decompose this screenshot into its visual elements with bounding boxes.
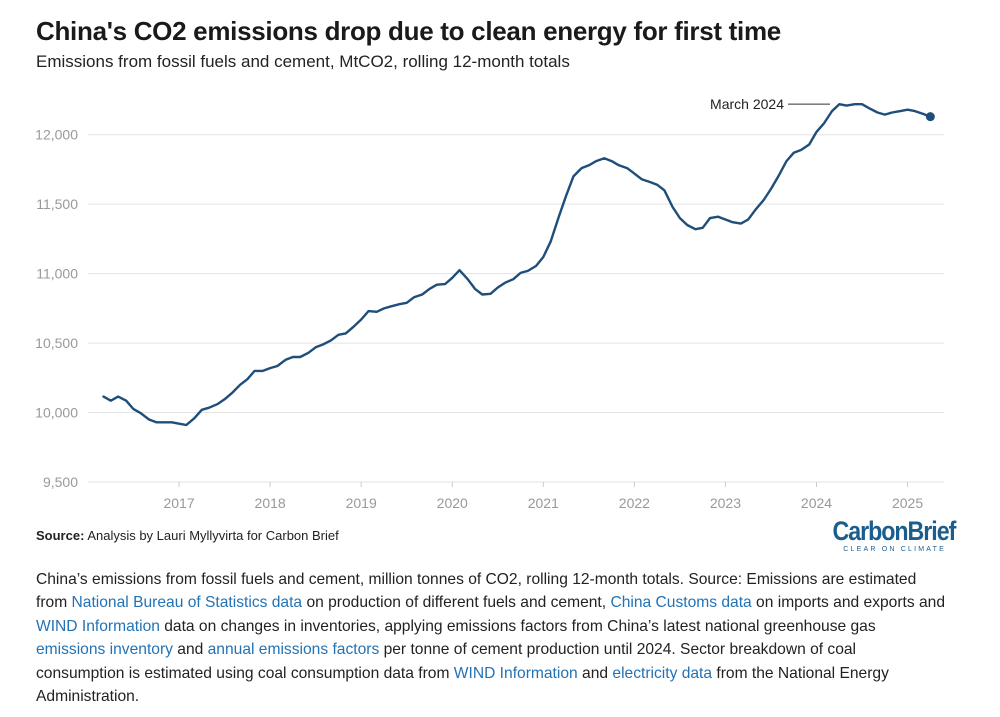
caption-text: on production of different fuels and cem… [302,594,611,612]
source-label: Source: [36,528,85,543]
link-wind-information[interactable]: WIND Information [36,617,160,635]
caption-text: per tonne of cement production until 202… [36,641,857,682]
source-text: Analysis by Lauri Myllyvirta for Carbon … [87,528,339,543]
carbonbrief-logo[interactable]: CarbonBrief CLEAR ON CLIMATE [814,516,956,554]
gridlines [88,134,944,483]
caption-text: data on changes in inventories, applying… [159,617,876,635]
link-china-customs-data[interactable]: China Customs data [610,594,752,612]
y-axis-labels: 9,500 10,000 10,500 11,000 11,500 12,000 [35,127,78,490]
link-electricity-data[interactable]: electricity data [612,664,713,682]
y-tick-label: 10,000 [35,405,78,421]
caption-text: China’s emissions from fossil fuels and … [36,571,917,612]
link-annual-emissions-factors[interactable]: annual emissions factors [207,641,380,659]
x-tick-label: 2023 [710,495,741,511]
x-tick-label: 2022 [619,495,650,511]
x-tick-label: 2024 [801,495,832,511]
x-tick-label: 2021 [528,495,559,511]
x-tick-label: 2019 [346,495,377,511]
caption-text: on imports and exports and [751,594,946,612]
y-tick-label: 9,500 [43,474,78,490]
x-tick-label: 2020 [437,495,468,511]
caption-text: from the National Energy Administration. [36,664,889,706]
emissions-line [102,103,932,427]
x-tick-label: 2018 [255,495,286,511]
link-wind-information-2[interactable]: WIND Information [453,664,578,682]
source-note: Source: Analysis by Lauri Myllyvirta for… [36,528,339,543]
latest-value-marker [925,112,935,122]
logo-wordmark: CarbonBrief [832,516,956,546]
logo-tagline: CLEAR ON CLIMATE [843,546,946,553]
caption-text: and [577,664,613,682]
y-tick-label: 11,500 [36,196,78,212]
y-tick-label: 10,500 [35,335,78,351]
chart-title: China's CO2 emissions drop due to clean … [36,16,781,46]
x-tick-label: 2025 [892,495,923,511]
x-tick-label: 2017 [163,495,194,511]
y-tick-label: 11,000 [36,266,78,282]
chart-subtitle: Emissions from fossil fuels and cement, … [36,52,570,71]
annotation-label: March 2024 [710,96,784,112]
line-chart: 9,500 10,000 10,500 11,000 11,500 12,000 2017… [35,96,944,511]
link-nbs-data[interactable]: National Bureau of Statistics data [71,594,303,612]
figure-caption: China’s emissions from fossil fuels and … [36,568,946,708]
y-tick-label: 12,000 [35,127,78,143]
link-emissions-inventory[interactable]: emissions inventory [36,641,173,659]
x-axis-labels: 2017 2018 2019 2020 2021 2022 2023 2024 2025 [163,482,923,511]
caption-text: and [172,641,208,659]
